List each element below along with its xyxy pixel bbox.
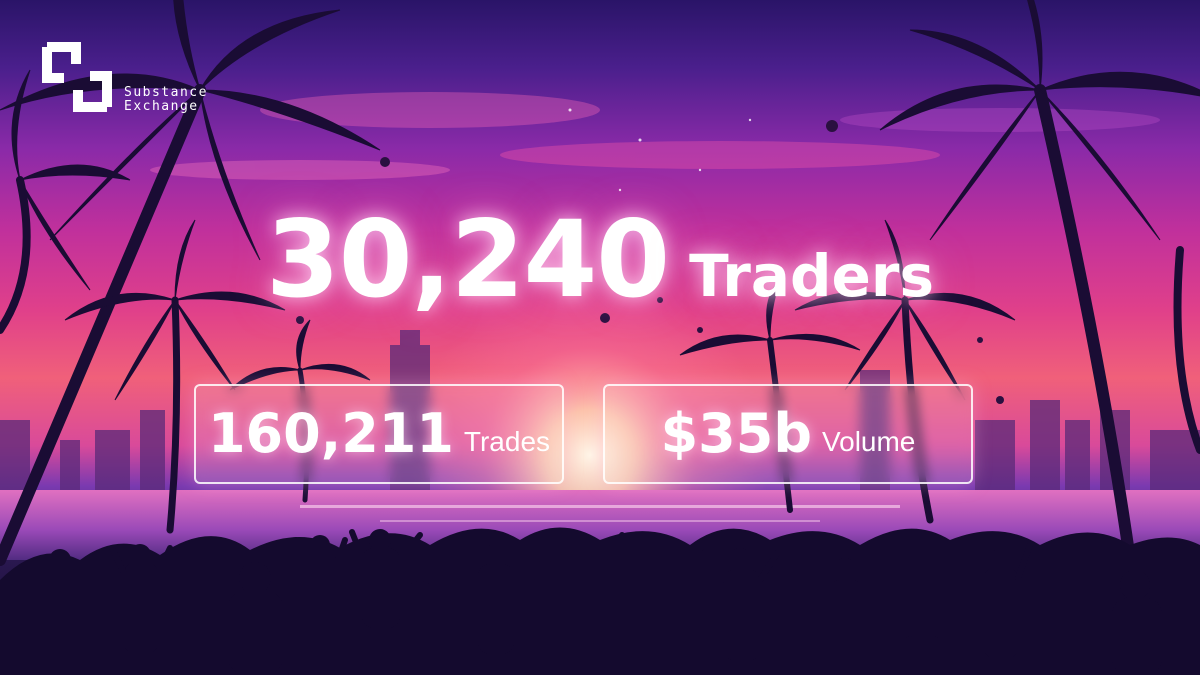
brand-name-line1: Substance — [124, 85, 208, 100]
trades-value: 160,211 — [207, 402, 454, 465]
confetti-particles — [296, 120, 1004, 404]
traders-label: Traders — [689, 242, 934, 310]
brand-name-line2: Exchange — [124, 99, 199, 114]
brand-logo[interactable]: Substance Exchange — [42, 42, 232, 114]
substance-exchange-logo-icon — [42, 42, 112, 112]
brand-name: Substance Exchange — [124, 86, 208, 114]
volume-value: $35b — [660, 402, 812, 465]
sparkles — [568, 108, 752, 242]
traders-count: 30,240 — [266, 198, 670, 321]
traders-headline: 30,240 Traders — [0, 205, 1200, 325]
volume-stat-card: $35b Volume — [603, 384, 973, 484]
trades-stat-card: 160,211 Trades — [194, 384, 564, 484]
crowd-silhouettes — [0, 527, 1200, 675]
trades-label: Trades — [463, 426, 551, 457]
volume-label: Volume — [821, 426, 916, 457]
